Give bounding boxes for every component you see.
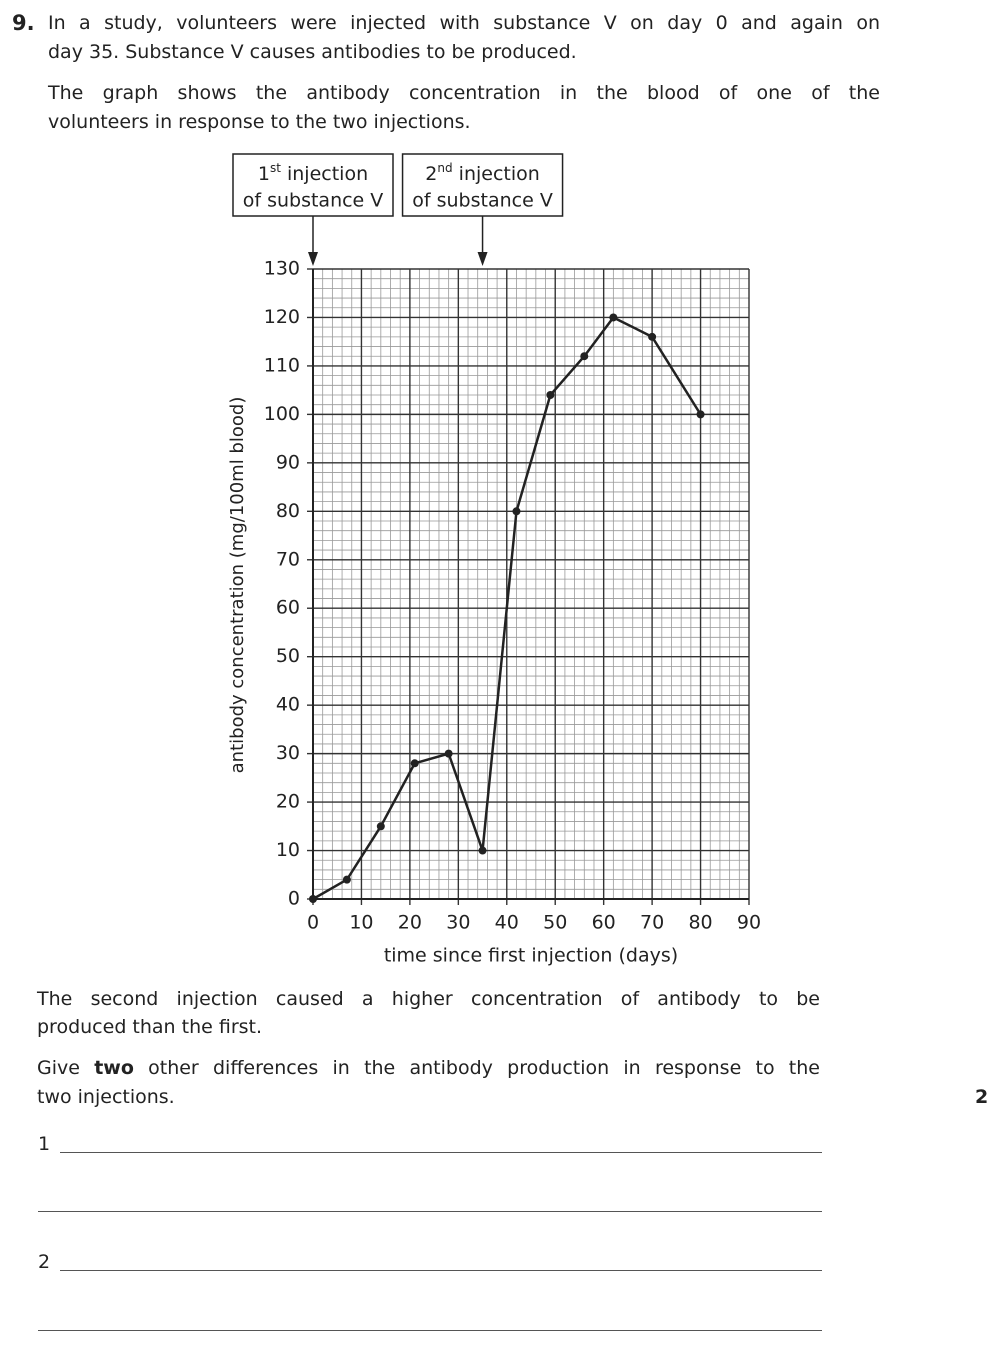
data-line — [312, 315, 702, 901]
intro-line: In a study, volunteers were injected wit… — [48, 12, 880, 34]
question-number: 9. — [12, 11, 35, 35]
graph-intro-line: The graph shows the antibody concentrati… — [48, 82, 880, 104]
annotation-box — [401, 153, 564, 217]
data-point — [546, 391, 555, 399]
graph-intro-line: volunteers in response to the two inject… — [48, 111, 471, 133]
annotation-part: nd — [437, 161, 452, 175]
y-tick-label: 0 — [288, 888, 300, 910]
data-point — [512, 507, 521, 516]
annotation-part: st — [270, 161, 281, 175]
y-tick-label: 60 — [276, 597, 300, 619]
x-tick-label: 30 — [446, 912, 470, 934]
annotation-text: 1st injection — [258, 161, 368, 185]
x-axis-label: time since first injection (days) — [384, 945, 678, 967]
data-point — [478, 846, 487, 855]
annotation-text: 2nd injection — [425, 161, 540, 185]
y-tick-label: 30 — [276, 742, 300, 764]
statement-line: The second injection caused a higher con… — [37, 988, 820, 1010]
prompt-line: Give two other differences in the antibo… — [37, 1054, 820, 1083]
prompt-text: Give — [37, 1057, 95, 1079]
data-point — [696, 410, 705, 419]
answer-label: 1 — [38, 1133, 51, 1155]
y-tick-label: 130 — [264, 258, 300, 280]
prompt-bold: two — [94, 1057, 134, 1079]
annotation-text: of substance V — [243, 190, 384, 212]
x-tick-label: 40 — [495, 912, 519, 934]
x-tick-label: 50 — [543, 912, 567, 934]
y-tick-label: 20 — [276, 791, 300, 813]
intro-line: day 35. Substance V causes antibodies to… — [48, 41, 577, 63]
y-tick-label: 50 — [276, 645, 300, 667]
y-tick-label: 80 — [276, 500, 300, 522]
data-point — [609, 313, 618, 322]
y-tick-label: 70 — [276, 548, 300, 570]
data-point — [410, 759, 419, 768]
y-tick-label: 10 — [276, 839, 300, 861]
x-tick-label: 70 — [640, 912, 664, 934]
x-tick-label: 90 — [737, 912, 761, 934]
data-point — [444, 749, 453, 758]
chart: 0 10 20 30 40 50 60 70 80 90 100 110 120 130 0 10 20 30 40… — [227, 153, 761, 967]
arrow-head — [308, 252, 318, 266]
prompt-line: two injections. — [37, 1086, 175, 1108]
answer-line — [38, 1211, 822, 1212]
statement-line: produced than the first. — [37, 1016, 263, 1038]
answer-label: 2 — [38, 1251, 51, 1273]
data-point — [648, 332, 657, 341]
x-tick-label: 20 — [398, 912, 422, 934]
y-tick-label: 100 — [264, 403, 300, 425]
data-point — [376, 822, 385, 831]
data-point — [309, 895, 317, 903]
data-point — [580, 352, 589, 361]
annotation-part: 2 — [425, 163, 437, 185]
marks: 2 — [975, 1086, 989, 1108]
answer-line — [60, 1152, 822, 1153]
prompt-text: other differences in the antibody produc… — [133, 1057, 820, 1079]
annotation-text: of substance V — [412, 190, 553, 212]
y-tick-label: 40 — [276, 694, 300, 716]
y-tick-label: 110 — [264, 354, 300, 376]
arrow-head — [477, 252, 488, 266]
data-point — [342, 875, 351, 884]
x-tick-label: 80 — [688, 912, 712, 934]
annotation-part: injection — [453, 163, 540, 185]
y-axis-label: antibody concentration (mg/100ml blood) — [227, 397, 248, 774]
x-tick-label: 10 — [349, 912, 373, 934]
x-tick-label: 60 — [592, 912, 616, 934]
annotation-part: 1 — [258, 163, 270, 185]
y-tick-label: 90 — [276, 451, 300, 473]
y-tick-label: 120 — [264, 306, 300, 328]
annotation-part: injection — [281, 163, 368, 185]
answer-line — [38, 1330, 822, 1331]
answer-line — [60, 1270, 822, 1271]
x-tick-label: 0 — [307, 912, 319, 934]
